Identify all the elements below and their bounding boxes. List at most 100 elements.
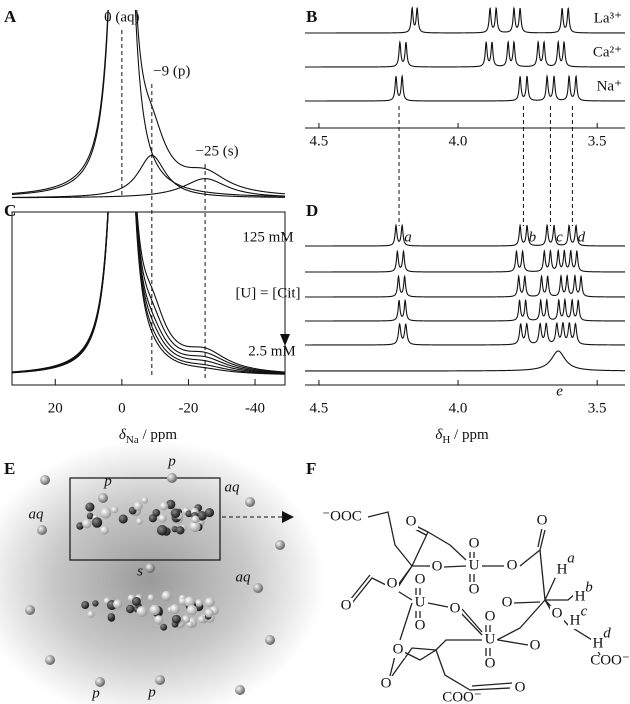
symbol: δ xyxy=(119,427,127,443)
atom-label: COO⁻ xyxy=(442,689,482,704)
ion-label: aq xyxy=(225,479,241,495)
atom-bg xyxy=(413,595,427,611)
sodium-ion xyxy=(95,677,105,687)
ion-label: p xyxy=(103,473,112,489)
x-tick-label: -40 xyxy=(245,400,265,416)
atom-bg xyxy=(483,656,497,672)
ion-label: p xyxy=(91,685,100,701)
atom-label: O xyxy=(341,597,352,613)
atom-label: H xyxy=(557,561,568,577)
atom-ball xyxy=(158,514,167,523)
spectrum xyxy=(305,39,625,68)
atom-label: H xyxy=(593,635,604,651)
series-label: Na⁺ xyxy=(597,78,622,94)
peak-label: d xyxy=(578,229,586,245)
atom-ball xyxy=(156,525,168,536)
sodium-ion xyxy=(40,475,50,485)
atom-ball xyxy=(171,614,181,624)
atom-bg xyxy=(591,636,605,652)
panel-label: D xyxy=(306,201,318,220)
atom-bg xyxy=(391,642,405,658)
panel-label: F xyxy=(306,459,316,478)
atom-label: a xyxy=(567,550,575,566)
atom-label: U xyxy=(469,557,480,573)
spectrum xyxy=(305,248,625,273)
spectrum xyxy=(305,6,625,34)
atom-label: COO⁻ xyxy=(590,652,630,668)
atom-bg xyxy=(513,680,527,696)
bonds xyxy=(349,511,601,691)
atom-label: U xyxy=(485,631,496,647)
atom-ball xyxy=(136,518,143,525)
atom-ball xyxy=(189,521,201,532)
unit: / ppm xyxy=(450,427,489,443)
atom-label: O xyxy=(393,641,404,657)
atom-bg xyxy=(505,558,519,574)
subscript: H xyxy=(442,434,450,446)
peak-label: a xyxy=(404,229,412,245)
atom-label: O xyxy=(552,605,563,621)
sodium-ion xyxy=(253,583,263,593)
atom-ball xyxy=(184,596,195,607)
atom-bg xyxy=(483,609,497,625)
sodium-ion xyxy=(235,685,245,695)
x-tick-label: 4.5 xyxy=(310,133,329,149)
peak-annotation: −25 (s) xyxy=(196,143,239,159)
x-tick-label: 4.0 xyxy=(449,400,468,416)
atom-ball xyxy=(152,508,161,517)
atom-label: O xyxy=(537,512,548,528)
atom-ball xyxy=(92,600,99,607)
atom-bg xyxy=(413,618,427,634)
sodium-ion xyxy=(145,563,155,573)
component-curve xyxy=(12,178,286,199)
atom-bg xyxy=(379,676,393,692)
atom-ball xyxy=(204,508,215,518)
atom-bg xyxy=(555,562,569,578)
atom-bg xyxy=(573,589,587,605)
sodium-ion xyxy=(265,635,275,645)
atom-ball xyxy=(118,514,128,524)
atom-ball xyxy=(141,497,149,504)
spectrum xyxy=(11,212,286,375)
panel-a-curves xyxy=(11,10,286,199)
atom-ball xyxy=(154,615,164,625)
x-tick-label: 4.0 xyxy=(449,133,468,149)
atom-ball xyxy=(197,511,207,521)
atom-ball xyxy=(197,615,206,624)
atom-label: U xyxy=(415,594,426,610)
atom-ball xyxy=(169,604,180,615)
x-axis-label: δH / ppm xyxy=(435,427,489,445)
atom-bg xyxy=(413,572,427,588)
atom-ball xyxy=(136,606,148,617)
atom-bg xyxy=(483,632,497,648)
sum-curve xyxy=(11,10,286,195)
subscript: Na xyxy=(126,434,139,446)
atom-ball xyxy=(204,597,215,608)
atom-ball xyxy=(111,506,119,514)
sodium-ion xyxy=(275,540,285,550)
atom-ball xyxy=(113,599,123,609)
atom-ball xyxy=(131,596,141,606)
panel-label: A xyxy=(4,7,17,26)
spectrum xyxy=(305,223,625,247)
ion-label: aq xyxy=(236,569,252,585)
atom-ball xyxy=(186,604,198,616)
sodium-ion xyxy=(155,675,165,685)
atom-ball xyxy=(100,525,109,535)
atom-label: O xyxy=(469,535,480,551)
atom-bg xyxy=(448,601,462,617)
atom-label: O xyxy=(387,575,398,591)
sodium-ion xyxy=(37,525,47,535)
x-tick-label: 3.5 xyxy=(588,400,607,416)
ion-label: p xyxy=(167,453,176,469)
atom-ball xyxy=(178,597,187,606)
x-tick-label: 3.5 xyxy=(588,133,607,149)
atom-bg xyxy=(528,638,542,654)
atom-label: O xyxy=(415,617,426,633)
peak-label: e xyxy=(556,383,563,399)
cation-cloud xyxy=(0,440,325,704)
atom-bg xyxy=(467,558,481,574)
x-tick-label: 4.5 xyxy=(310,400,329,416)
atom-ball xyxy=(186,621,194,628)
